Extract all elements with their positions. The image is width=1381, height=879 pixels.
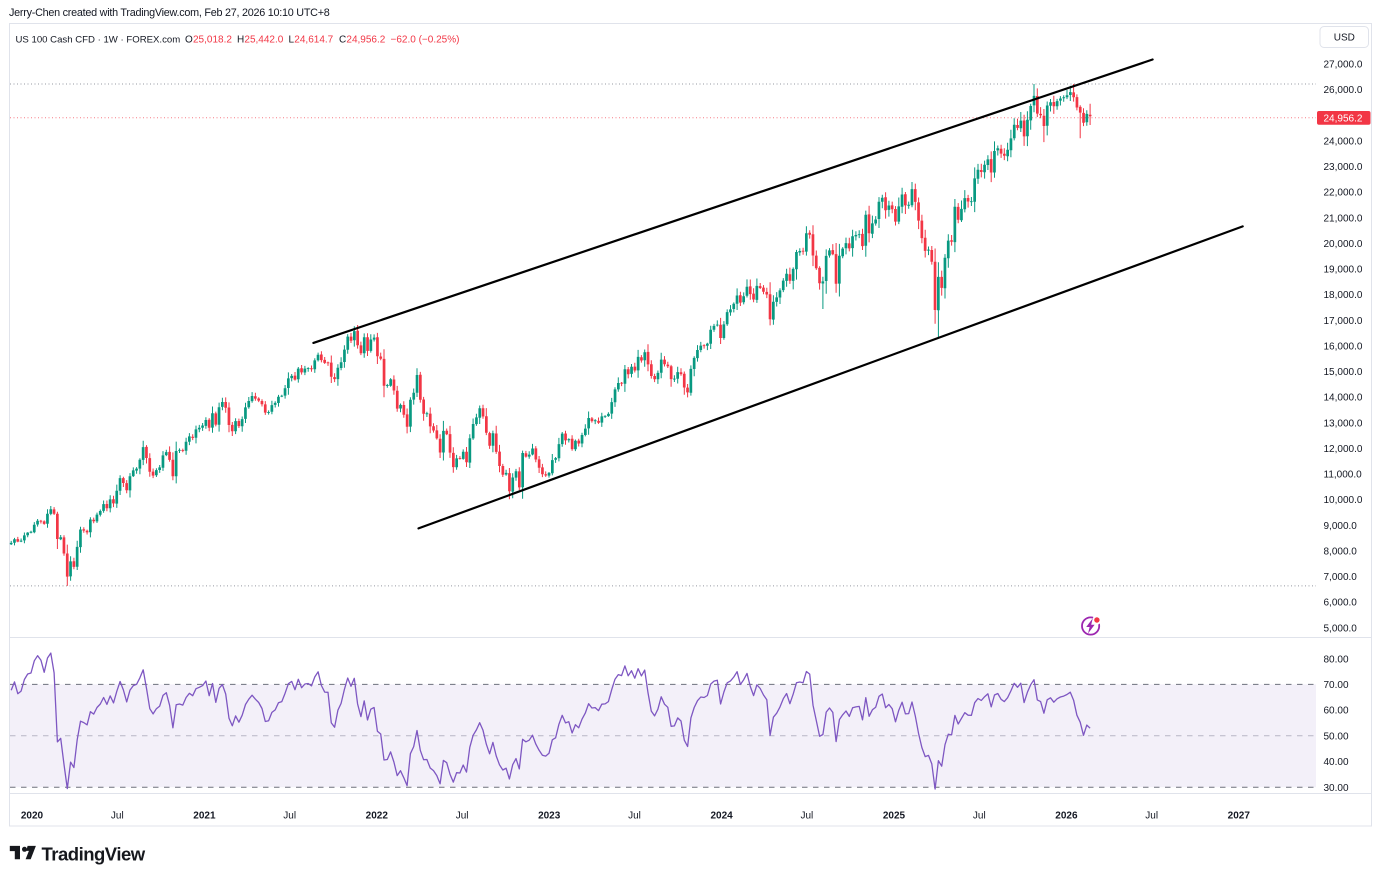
svg-text:Jerry-Chen created with Tradin: Jerry-Chen created with TradingView.com,… [9,7,330,19]
svg-text:13,000.0: 13,000.0 [1324,418,1363,429]
svg-text:17,000.0: 17,000.0 [1324,316,1363,327]
svg-text:Jul: Jul [1145,811,1158,822]
svg-text:70.00: 70.00 [1324,680,1349,691]
svg-text:24,956.2: 24,956.2 [346,34,385,45]
svg-text:5,000.0: 5,000.0 [1324,623,1358,634]
svg-text:19,000.0: 19,000.0 [1324,265,1363,276]
svg-text:15,000.0: 15,000.0 [1324,367,1363,378]
svg-text:24,614.7: 24,614.7 [294,34,333,45]
svg-text:22,000.0: 22,000.0 [1324,188,1363,199]
svg-text:27,000.0: 27,000.0 [1324,60,1363,71]
svg-text:O: O [185,34,193,45]
svg-text:US 100 Cash CFD · 1W · FOREX.c: US 100 Cash CFD · 1W · FOREX.com [16,34,181,45]
svg-text:Jul: Jul [973,811,986,822]
svg-text:2025: 2025 [883,811,906,822]
svg-text:2022: 2022 [366,811,389,822]
svg-text:8,000.0: 8,000.0 [1324,546,1358,557]
svg-text:40.00: 40.00 [1324,757,1349,768]
svg-text:18,000.0: 18,000.0 [1324,290,1363,301]
svg-text:26,000.0: 26,000.0 [1324,85,1363,96]
svg-text:L: L [289,34,295,45]
svg-text:C: C [339,34,346,45]
svg-text:9,000.0: 9,000.0 [1324,521,1358,532]
svg-text:2026: 2026 [1055,811,1078,822]
svg-text:80.00: 80.00 [1324,654,1349,665]
svg-text:10,000.0: 10,000.0 [1324,495,1363,506]
svg-text:50.00: 50.00 [1324,731,1349,742]
svg-text:2021: 2021 [193,811,216,822]
svg-text:6,000.0: 6,000.0 [1324,598,1358,609]
svg-text:TradingView: TradingView [42,843,146,864]
svg-text:12,000.0: 12,000.0 [1324,444,1363,455]
svg-text:20,000.0: 20,000.0 [1324,239,1363,250]
svg-text:2024: 2024 [710,811,733,822]
svg-text:USD: USD [1334,33,1355,44]
svg-text:Jul: Jul [283,811,296,822]
svg-text:25,018.2: 25,018.2 [193,34,232,45]
svg-text:2023: 2023 [538,811,561,822]
svg-text:−62.0 (−0.25%): −62.0 (−0.25%) [391,34,460,45]
svg-text:60.00: 60.00 [1324,706,1349,717]
svg-text:23,000.0: 23,000.0 [1324,162,1363,173]
svg-text:14,000.0: 14,000.0 [1324,393,1363,404]
svg-text:16,000.0: 16,000.0 [1324,341,1363,352]
svg-text:21,000.0: 21,000.0 [1324,213,1363,224]
svg-text:11,000.0: 11,000.0 [1324,470,1363,481]
svg-text:Jul: Jul [801,811,814,822]
svg-text:2020: 2020 [21,811,44,822]
svg-text:30.00: 30.00 [1324,783,1349,794]
svg-text:25,442.0: 25,442.0 [244,34,283,45]
svg-text:Jul: Jul [456,811,469,822]
svg-text:7,000.0: 7,000.0 [1324,572,1358,583]
svg-text:24,956.2: 24,956.2 [1324,113,1363,124]
svg-text:24,000.0: 24,000.0 [1324,136,1363,147]
svg-text:Jul: Jul [111,811,124,822]
svg-text:Jul: Jul [628,811,641,822]
svg-text:H: H [237,34,244,45]
svg-text:2027: 2027 [1228,811,1251,822]
